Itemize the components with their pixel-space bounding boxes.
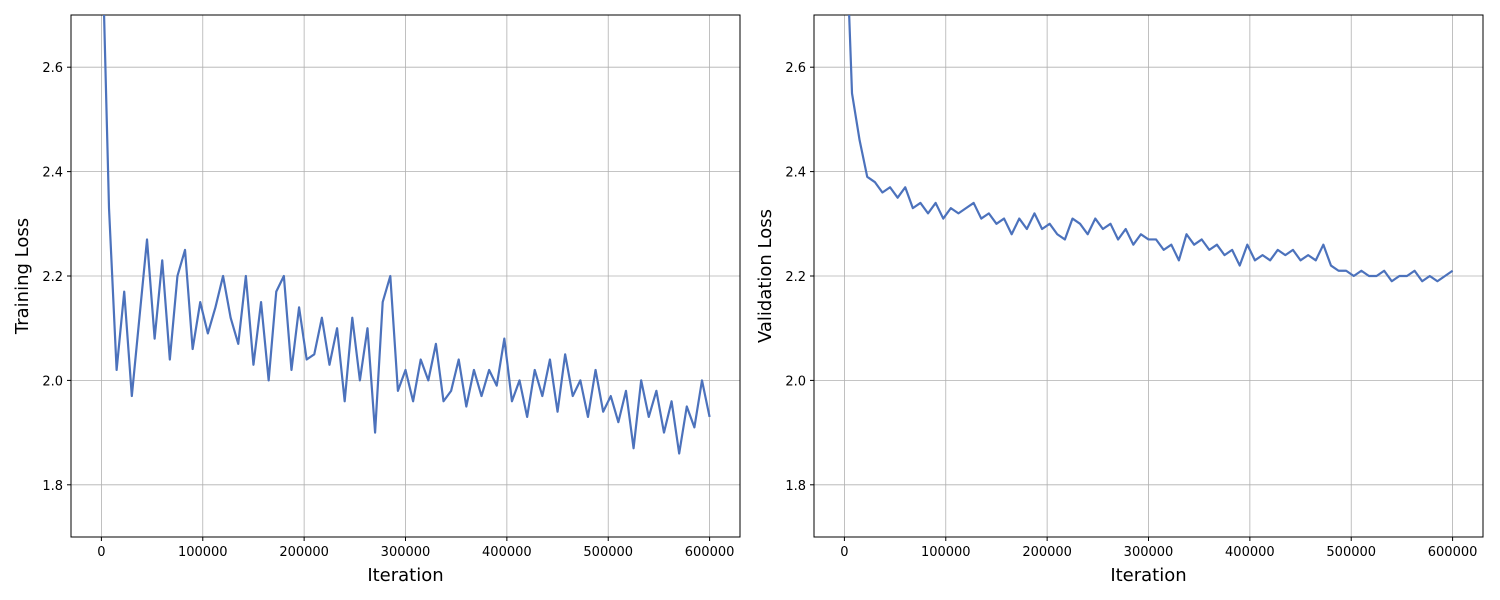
x-axis-label: Iteration xyxy=(1110,565,1186,586)
x-tick-label: 300000 xyxy=(381,545,431,560)
loss-line xyxy=(848,15,1454,283)
x-tick-label: 100000 xyxy=(178,545,228,560)
x-axis-label: Iteration xyxy=(367,565,443,586)
x-tick-label: 0 xyxy=(97,545,105,560)
x-tick-label: 400000 xyxy=(1225,545,1275,560)
y-axis-label: Validation Loss xyxy=(755,209,776,343)
y-tick-label: 2.0 xyxy=(42,374,63,389)
x-tick-label: 200000 xyxy=(279,545,329,560)
plot-area xyxy=(102,15,711,455)
y-tick-label: 2.4 xyxy=(785,166,806,181)
y-axis-label: Training Loss xyxy=(12,218,33,335)
x-tick-label: 400000 xyxy=(482,545,532,560)
x-tick-label: 600000 xyxy=(685,545,735,560)
x-tick-label: 200000 xyxy=(1022,545,1072,560)
y-tick-label: 1.8 xyxy=(785,479,806,494)
y-tick-label: 2.4 xyxy=(42,166,63,181)
y-tick-label: 1.8 xyxy=(42,479,63,494)
y-tick-label: 2.2 xyxy=(785,270,806,285)
x-tick-label: 500000 xyxy=(1326,545,1376,560)
axes-frame xyxy=(70,14,741,538)
axes: 0 100000 200000 300000 400000 500000 600000 1.8… xyxy=(12,14,741,586)
x-tick-label: 500000 xyxy=(583,545,633,560)
x-tick-label: 300000 xyxy=(1124,545,1174,560)
y-tick-label: 2.0 xyxy=(785,374,806,389)
axes: 0 100000 200000 300000 400000 500000 600000 1.8… xyxy=(755,14,1484,586)
y-tick-label: 2.6 xyxy=(42,61,63,76)
loss-line xyxy=(102,15,711,455)
x-tick-label: 100000 xyxy=(921,545,971,560)
axes-frame xyxy=(813,14,1484,538)
y-tick-label: 2.6 xyxy=(785,61,806,76)
x-tick-label: 600000 xyxy=(1428,545,1478,560)
y-tick-label: 2.2 xyxy=(42,270,63,285)
plot-area xyxy=(848,15,1454,283)
x-tick-label: 0 xyxy=(840,545,848,560)
